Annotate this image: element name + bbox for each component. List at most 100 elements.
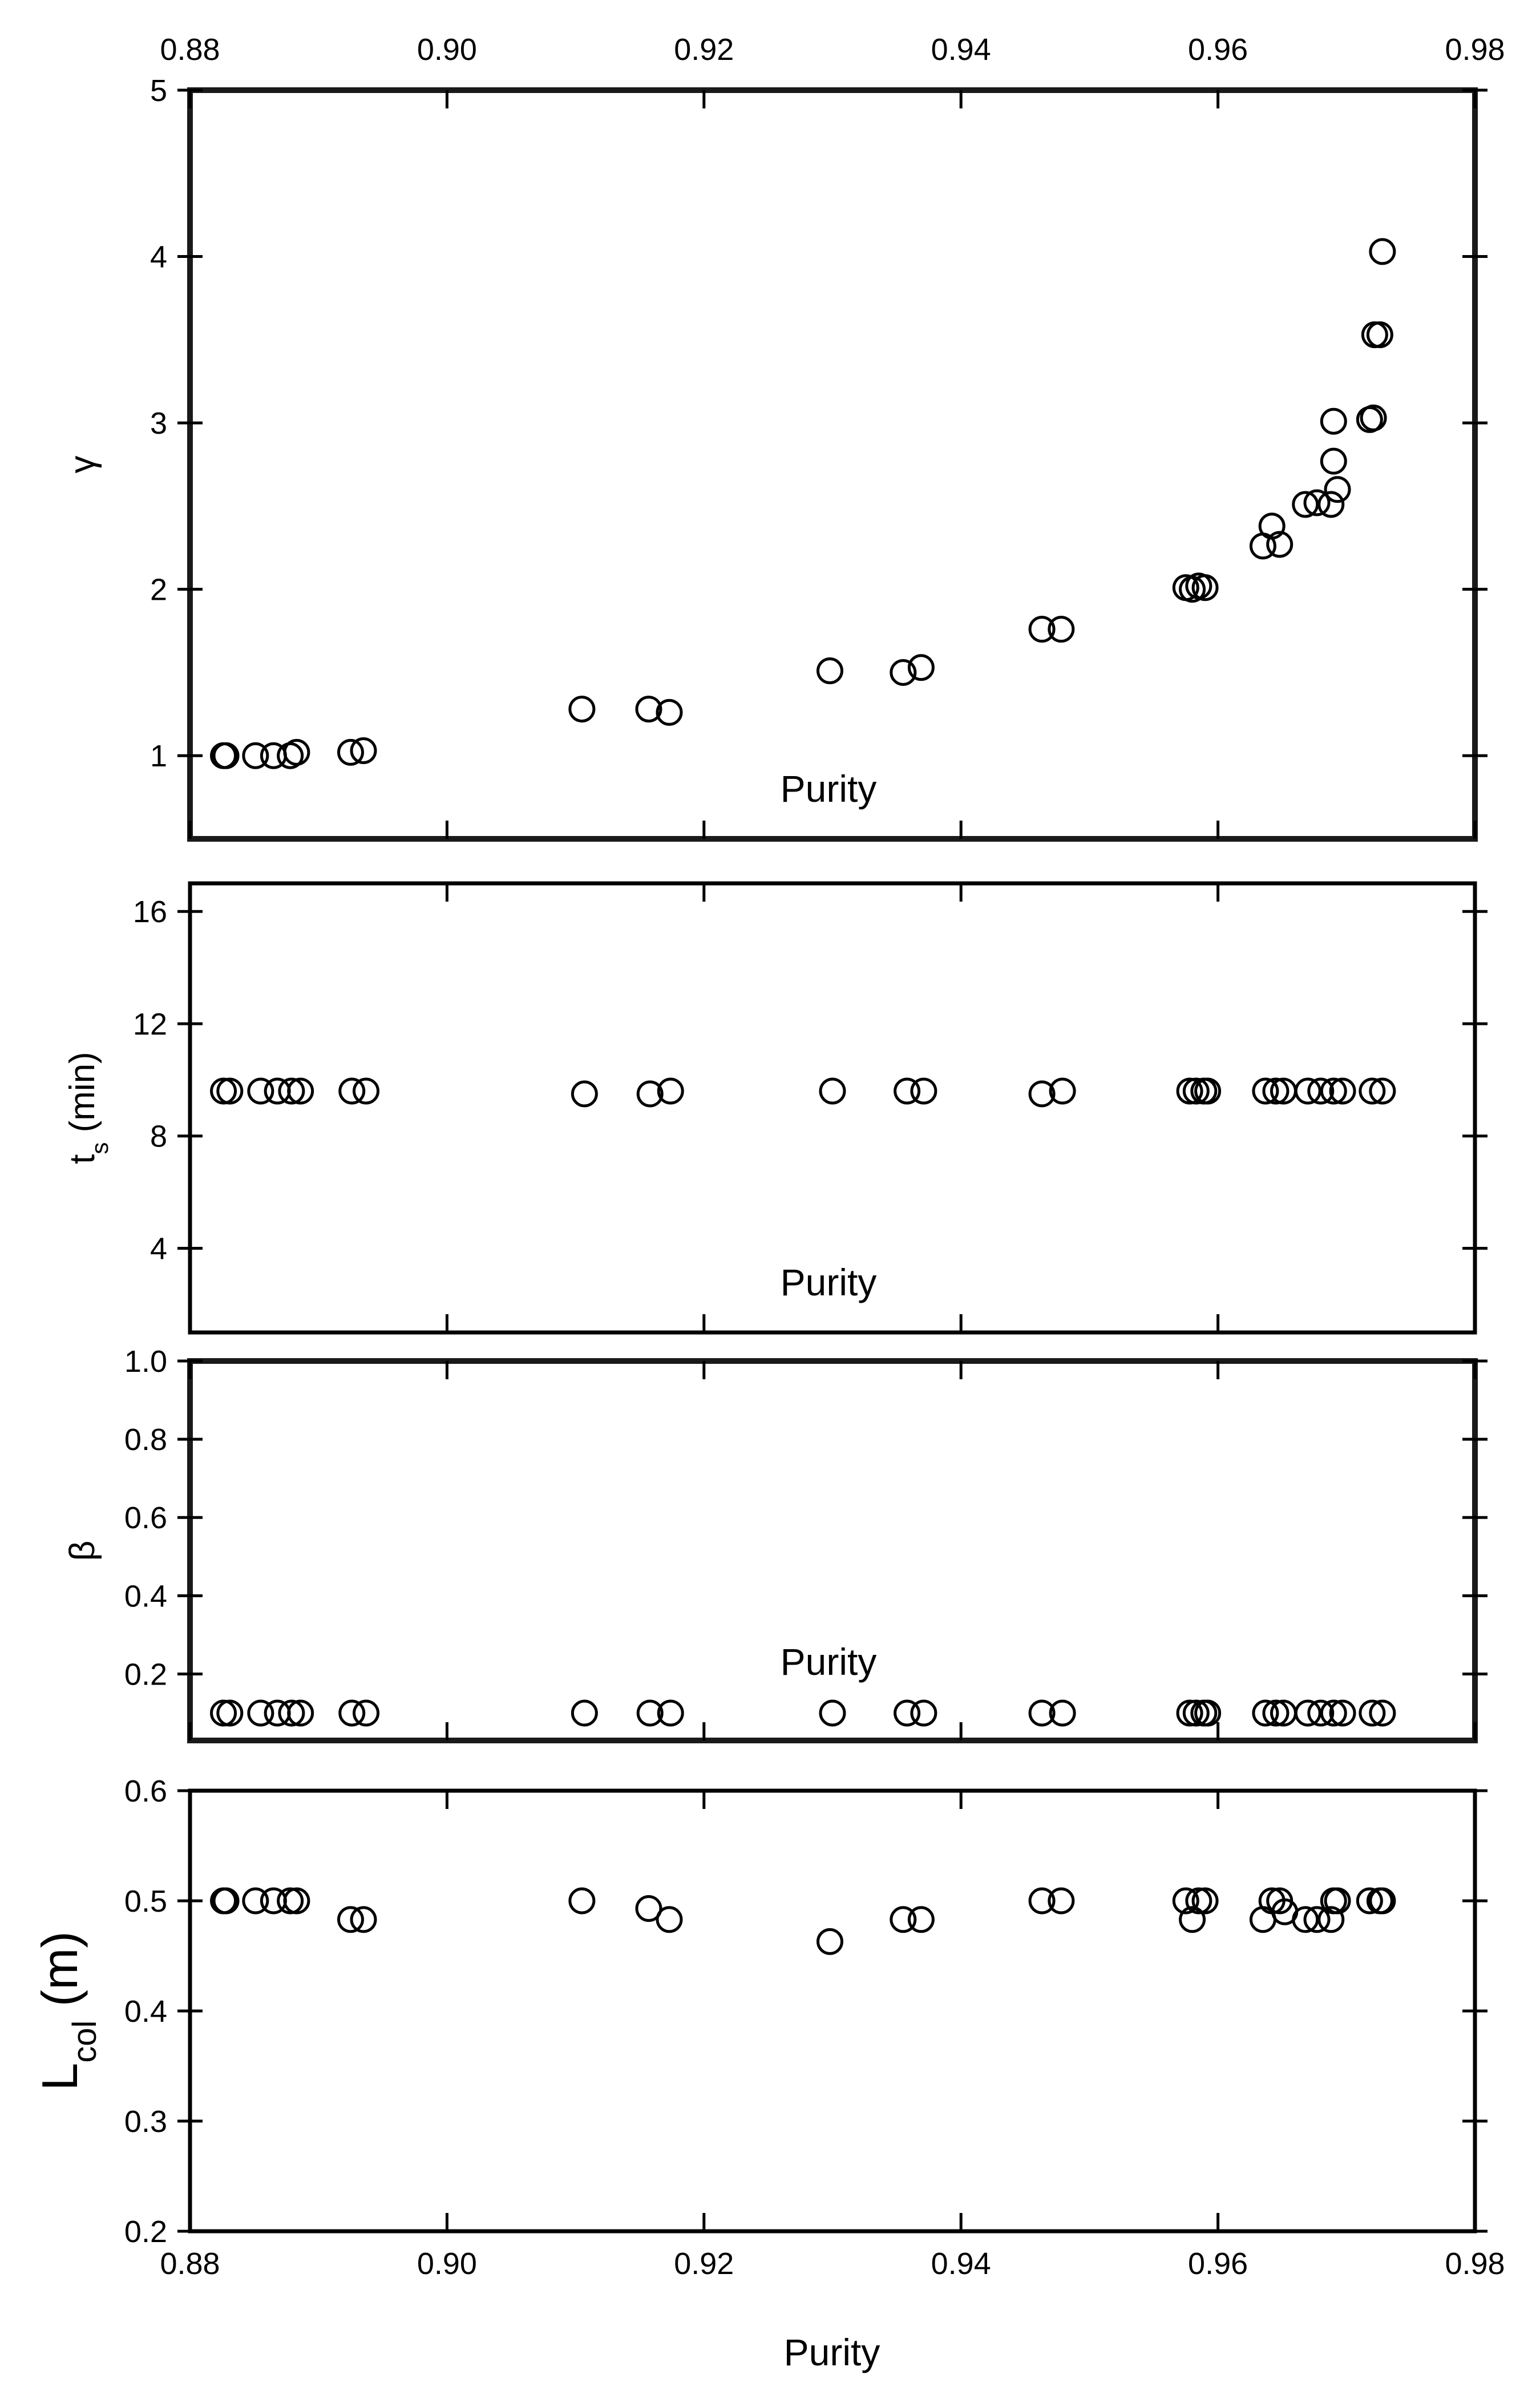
panel-inner-label: Purity	[781, 1641, 877, 1683]
x-axis-title: Purity	[784, 2331, 880, 2373]
data-point	[1252, 1077, 1279, 1105]
data-point	[338, 1077, 366, 1105]
panel-frame	[187, 87, 1478, 842]
data-point	[1369, 1699, 1396, 1727]
data-point	[1194, 1077, 1222, 1105]
data-point	[350, 1906, 377, 1933]
data-point	[1369, 238, 1396, 265]
bottom-x-tick-label: 0.88	[160, 2247, 220, 2281]
data-point	[1185, 1887, 1212, 1915]
data-point	[1176, 1699, 1203, 1727]
data-point	[1292, 1906, 1319, 1933]
data-point	[1179, 1906, 1206, 1933]
data-point	[907, 654, 935, 681]
data-point	[212, 742, 240, 769]
top-x-tick-label: 0.94	[931, 33, 991, 67]
data-point	[1172, 1887, 1199, 1915]
data-point	[890, 659, 917, 686]
data-point	[1361, 321, 1388, 349]
data-point	[816, 1928, 843, 1955]
data-point	[1049, 1077, 1076, 1105]
bottom-x-tick-label: 0.90	[417, 2247, 477, 2281]
bottom-x-axis: Purity 0.88 0.90 0.92 0.94 0.96 0.98	[160, 2247, 1505, 2373]
y-axis-label: ts (min)	[63, 1052, 113, 1164]
data-point	[212, 1887, 240, 1915]
panel-lcol: 0.2 0.3 0.4 0.5 0.6 Lcol (m)	[31, 1774, 1488, 2249]
data-point	[1194, 1699, 1222, 1727]
y-tick-label: 0.2	[124, 1657, 167, 1691]
data-point	[571, 1080, 598, 1108]
data-point	[210, 1699, 237, 1727]
data-point	[910, 1077, 937, 1105]
y-tick-label: 4	[150, 240, 167, 274]
data-point	[635, 696, 662, 723]
data-point	[1303, 1906, 1331, 1933]
data-point	[907, 1906, 935, 1933]
data-point	[216, 1077, 244, 1105]
data-points	[210, 1077, 1396, 1108]
data-point	[337, 738, 364, 766]
data-point	[657, 1077, 684, 1105]
data-point	[1369, 1887, 1396, 1915]
bottom-x-tick-label: 0.92	[674, 2247, 734, 2281]
data-point	[1252, 1699, 1279, 1727]
data-point	[1176, 1077, 1203, 1105]
data-point	[1028, 616, 1056, 643]
data-point	[568, 696, 596, 723]
data-point	[894, 1699, 921, 1727]
data-point	[1262, 1077, 1290, 1105]
data-point	[278, 1699, 305, 1727]
data-point	[1048, 1887, 1075, 1915]
data-point	[1307, 1077, 1335, 1105]
y-tick-label: 4	[150, 1231, 167, 1266]
data-point	[1262, 1699, 1290, 1727]
data-points	[210, 1887, 1396, 1955]
data-point	[1028, 1887, 1056, 1915]
data-point	[1359, 1077, 1386, 1105]
data-point	[283, 1887, 310, 1915]
data-point	[1048, 616, 1075, 643]
data-point	[1307, 1699, 1335, 1727]
data-point	[910, 1699, 937, 1727]
y-tick-label: 0.4	[124, 1579, 167, 1613]
top-x-axis: 0.88 0.90 0.92 0.94 0.96 0.98	[160, 33, 1505, 67]
data-point	[1266, 531, 1294, 558]
data-point	[1366, 321, 1393, 349]
data-point	[1258, 512, 1286, 540]
data-point	[1356, 1887, 1383, 1915]
data-point	[635, 1895, 662, 1923]
bottom-x-tick-label: 0.98	[1445, 2247, 1505, 2281]
data-point	[353, 1699, 380, 1727]
top-x-tick-label: 0.88	[160, 33, 220, 67]
data-point	[264, 1077, 291, 1105]
y-tick-label: 2	[150, 573, 167, 607]
top-x-tick-label: 0.98	[1445, 33, 1505, 67]
data-point	[1329, 1077, 1356, 1105]
data-point	[1320, 407, 1347, 435]
data-point	[1320, 1077, 1347, 1105]
data-point	[1369, 1077, 1396, 1105]
data-point	[636, 1080, 664, 1108]
y-tick-label: 0.2	[124, 2215, 167, 2249]
data-point	[656, 1906, 683, 1933]
y-tick-label: 0.8	[124, 1423, 167, 1457]
data-point	[816, 657, 843, 685]
y-tick-label: 0.6	[124, 1774, 167, 1808]
data-point	[287, 1699, 314, 1727]
y-tick-label: 0.5	[124, 1884, 167, 1919]
data-point	[656, 698, 683, 726]
y-axis-label: Lcol (m)	[31, 1931, 103, 2090]
data-point	[1191, 1887, 1219, 1915]
data-point	[287, 1077, 314, 1105]
data-points	[210, 238, 1396, 769]
bottom-x-tick-label: 0.94	[931, 2247, 991, 2281]
y-tick-label: 3	[150, 406, 167, 441]
y-tick-label: 0.3	[124, 2105, 167, 2139]
data-point	[242, 1887, 269, 1915]
y-tick-label: 0.4	[124, 1994, 167, 2029]
top-x-tick-label: 0.96	[1188, 33, 1248, 67]
y-tick-label: 1.0	[124, 1344, 167, 1379]
data-point	[1049, 1699, 1076, 1727]
data-point	[1320, 1699, 1347, 1727]
data-point	[657, 1699, 684, 1727]
